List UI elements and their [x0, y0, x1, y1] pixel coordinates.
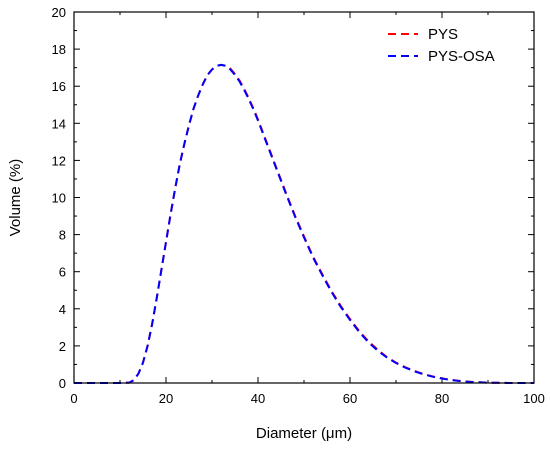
x-tick-label: 100 — [523, 391, 545, 406]
y-tick-label: 6 — [59, 265, 66, 280]
y-tick-label: 4 — [59, 302, 66, 317]
x-axis-title: Diameter (μm) — [256, 425, 352, 442]
axis-ticks — [73, 11, 535, 384]
x-tick-label: 0 — [70, 391, 77, 406]
y-tick-label: 10 — [52, 191, 66, 206]
x-tick-label: 60 — [343, 391, 357, 406]
y-tick-label: 16 — [52, 79, 66, 94]
legend-label-pys: PYS — [428, 26, 458, 43]
y-tick-label: 2 — [59, 339, 66, 354]
y-tick-label: 14 — [52, 116, 66, 131]
y-tick-label: 0 — [59, 376, 66, 391]
series-lines — [74, 63, 534, 384]
x-tick-label: 40 — [251, 391, 265, 406]
plot-frame — [73, 11, 535, 384]
x-tick-label: 20 — [159, 391, 173, 406]
y-tick-label: 20 — [52, 5, 66, 20]
tick-labels: 0 20 40 60 80 100 0 2 4 6 8 10 12 14 16 18 20 — [52, 5, 545, 406]
y-tick-label: 8 — [59, 228, 66, 243]
series-line-pys — [74, 63, 534, 384]
y-tick-label: 18 — [52, 42, 66, 57]
legend: PYS PYS-OSA — [388, 26, 495, 65]
x-tick-label: 80 — [435, 391, 449, 406]
y-tick-label: 12 — [52, 153, 66, 168]
legend-label-pys-osa: PYS-OSA — [428, 48, 495, 65]
series-line-pys-osa — [74, 63, 534, 384]
y-axis-title: Volume (%) — [7, 159, 24, 237]
